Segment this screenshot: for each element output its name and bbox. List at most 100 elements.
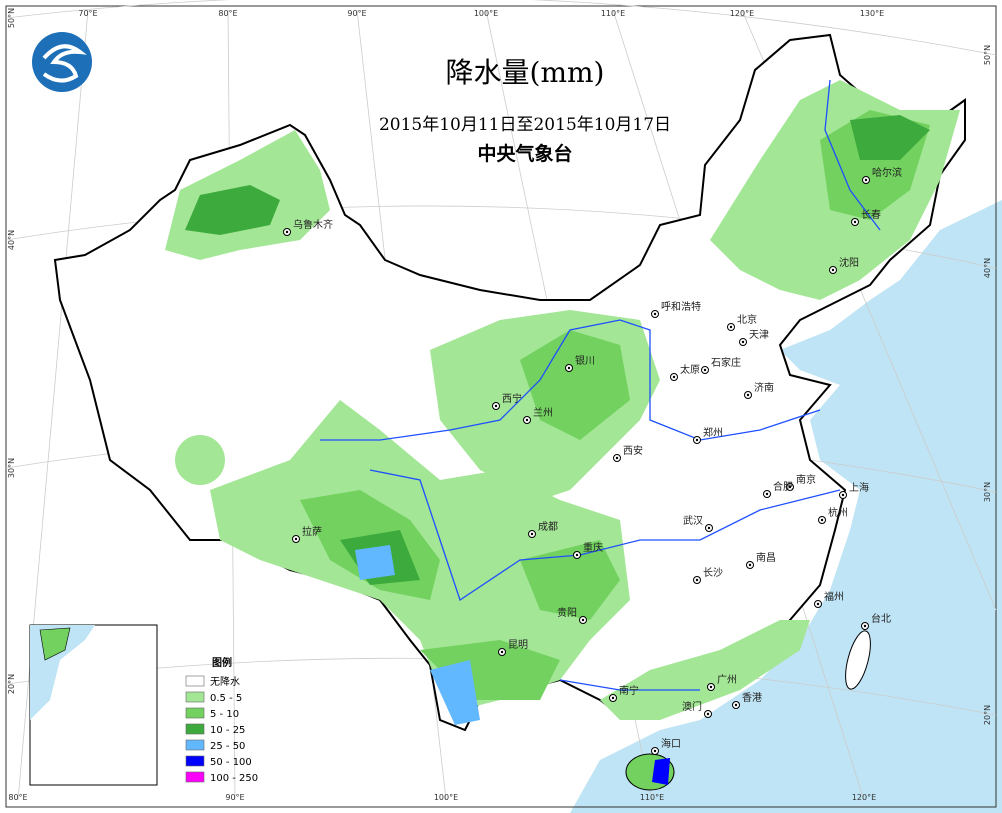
taiwan	[845, 630, 871, 690]
city-dot	[672, 375, 676, 379]
city-dot	[653, 312, 657, 316]
graticule-label: 120°E	[852, 793, 876, 802]
graticule-label: 30°N	[983, 482, 992, 502]
city-label: 哈尔滨	[872, 166, 902, 179]
sea	[570, 200, 1002, 813]
city-label: 澳门	[682, 700, 702, 713]
city-label: 西安	[623, 444, 643, 457]
graticule-label: 40°N	[983, 258, 992, 278]
city-label: 海口	[661, 737, 681, 750]
graticule-label: 120°E	[730, 9, 754, 18]
city-dot	[494, 404, 498, 408]
graticule-label: 130°E	[860, 9, 884, 18]
graticule-label: 90°E	[347, 9, 366, 18]
city-label: 合肥	[773, 480, 793, 493]
city-label: 郑州	[703, 426, 723, 439]
city-dot	[294, 537, 298, 541]
legend-label: 10 - 25	[210, 725, 245, 736]
agency: 中央气象台	[477, 142, 572, 165]
city-label: 重庆	[583, 541, 603, 554]
inset-land	[39, 627, 71, 661]
city-dot	[746, 393, 750, 397]
city-label: 福州	[824, 590, 844, 603]
city-dot	[525, 418, 529, 422]
hainan-heavy	[652, 758, 670, 785]
city-dot	[853, 220, 857, 224]
city-dot	[695, 438, 699, 442]
city-dot	[706, 712, 710, 716]
legend: 无降水 0.5 - 5 5 - 10 10 - 25 25 - 50 50 - 100 10…	[185, 675, 258, 784]
legend-swatch	[185, 691, 205, 703]
precip	[165, 80, 960, 725]
rivers	[320, 79, 881, 691]
graticule-label: 100°E	[474, 9, 498, 18]
city-dot	[707, 526, 711, 530]
legend-swatch	[185, 755, 205, 767]
title: 降水量(mm)	[446, 56, 605, 89]
city-dot	[831, 268, 835, 272]
city-label: 贵阳	[557, 606, 577, 619]
city-label: 香港	[742, 692, 762, 704]
city-dot	[703, 368, 707, 372]
city-label: 长沙	[703, 567, 723, 579]
graticule-label: 110°E	[640, 793, 664, 802]
city-label: 武汉	[683, 514, 703, 527]
graticule-label: 100°E	[434, 793, 458, 802]
graticule-label: 20°N	[7, 674, 16, 694]
city-label: 兰州	[533, 406, 553, 419]
city-dot	[530, 532, 534, 536]
graticule-label: 40°N	[7, 230, 16, 250]
city-label: 广州	[717, 674, 737, 686]
city-dot	[841, 493, 845, 497]
city-dot	[695, 578, 699, 582]
legend-swatch	[185, 707, 205, 719]
city-dot	[500, 650, 504, 654]
legend-swatch	[185, 723, 205, 735]
period: 2015年10月11日至2015年10月17日	[379, 115, 671, 135]
city-dot	[788, 485, 792, 489]
city-dot	[820, 518, 824, 522]
city-label: 拉萨	[302, 525, 322, 538]
city-dot	[611, 696, 615, 700]
city-label: 上海	[849, 481, 869, 494]
legend-label: 100 - 250	[210, 773, 258, 784]
city-dot	[615, 456, 619, 460]
graticule-label: 30°N	[7, 458, 16, 478]
legend-swatch	[185, 675, 205, 687]
graticule-label: 70°E	[78, 9, 97, 18]
city-label: 天津	[749, 329, 769, 341]
city-dot	[734, 703, 738, 707]
graticule-label: 50°N	[7, 8, 16, 28]
city-dot	[575, 553, 579, 557]
city-label: 石家庄	[711, 356, 741, 369]
graticule-label: 80°E	[218, 9, 237, 18]
legend-label: 5 - 10	[210, 709, 239, 720]
frame	[5, 5, 997, 808]
city-dot	[748, 563, 752, 567]
city-label: 银川	[575, 354, 595, 367]
city-label: 呼和浩特	[661, 301, 701, 313]
city-dot	[864, 178, 868, 182]
legend-label: 无降水	[210, 675, 240, 688]
city-label: 南宁	[619, 684, 639, 697]
city-dot	[285, 230, 289, 234]
city-dot	[567, 366, 571, 370]
logo-mark	[42, 44, 87, 83]
city-label: 南昌	[756, 551, 776, 564]
legend-label: 0.5 - 5	[210, 693, 242, 704]
city-dot	[709, 685, 713, 689]
cities: 乌鲁木齐 哈尔滨长春沈阳呼和浩特北京天津银川太原石家庄济南西宁兰州郑州西安南京合肥…	[283, 166, 902, 755]
city-label: 北京	[737, 313, 757, 326]
city-label: 济南	[754, 381, 774, 394]
city-dot	[863, 624, 867, 628]
city-label: 杭州	[828, 506, 848, 519]
city-label: 昆明	[508, 639, 528, 651]
legend-label: 25 - 50	[210, 741, 245, 752]
legend-title: 图例	[212, 656, 232, 669]
city-label: 西宁	[502, 392, 522, 405]
city-dot	[816, 602, 820, 606]
graticule-label: 20°N	[983, 705, 992, 725]
city-dot	[741, 340, 745, 344]
city-label: 太原	[680, 363, 700, 376]
